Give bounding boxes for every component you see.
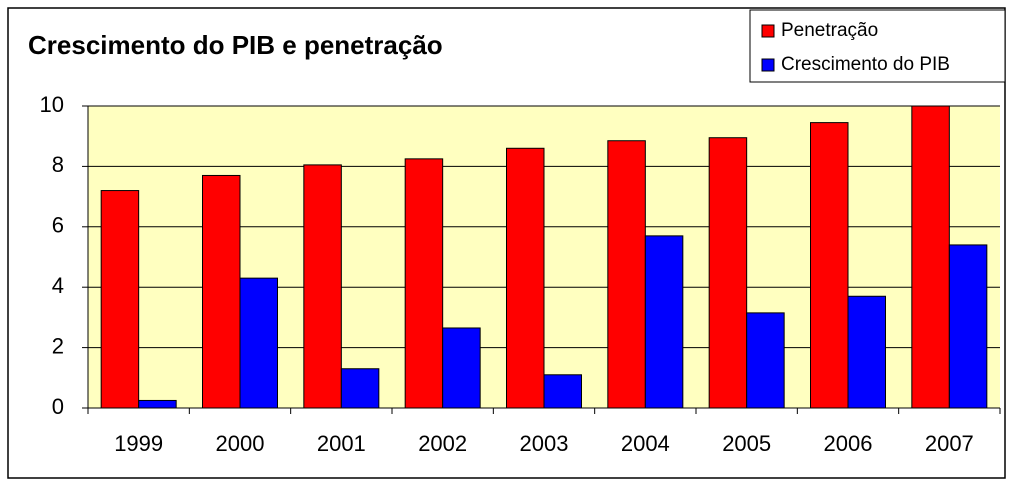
bar: [442, 327, 481, 409]
legend-box: [749, 9, 1006, 83]
bar: [746, 312, 785, 409]
legend-swatch: [761, 24, 775, 38]
bar: [100, 190, 140, 409]
y-tick-label: 4: [52, 273, 64, 298]
y-tick-label: 2: [52, 333, 64, 358]
bar: [202, 174, 241, 409]
x-tick-label: 2003: [520, 431, 569, 456]
bar: [543, 374, 582, 409]
x-tick-label: 2000: [216, 431, 265, 456]
y-tick-label: 8: [52, 152, 64, 177]
y-tick-label: 6: [52, 213, 64, 238]
bar: [708, 137, 748, 409]
legend-label: Penetração: [781, 20, 878, 41]
bar: [948, 244, 988, 409]
bar: [810, 122, 849, 409]
bar: [911, 105, 950, 409]
x-tick-label: 2002: [418, 431, 467, 456]
y-tick-label: 10: [40, 92, 64, 117]
bar: [303, 164, 342, 409]
bar: [340, 368, 380, 409]
x-tick-label: 2007: [925, 431, 974, 456]
legend-label: Crescimento do PIB: [781, 54, 950, 75]
x-tick-label: 2005: [722, 431, 771, 456]
legend-swatch: [761, 58, 775, 72]
bar: [607, 140, 646, 409]
x-tick-label: 2004: [621, 431, 670, 456]
bar: [644, 235, 684, 409]
bar: [404, 158, 444, 409]
bar: [847, 295, 886, 409]
x-tick-label: 1999: [114, 431, 163, 456]
bar: [506, 147, 545, 409]
y-tick-label: 0: [52, 394, 64, 419]
bar: [138, 399, 177, 409]
bar: [239, 277, 278, 409]
x-tick-label: 2001: [317, 431, 366, 456]
x-tick-label: 2006: [824, 431, 873, 456]
chart-title: Crescimento do PIB e penetração: [28, 30, 443, 60]
